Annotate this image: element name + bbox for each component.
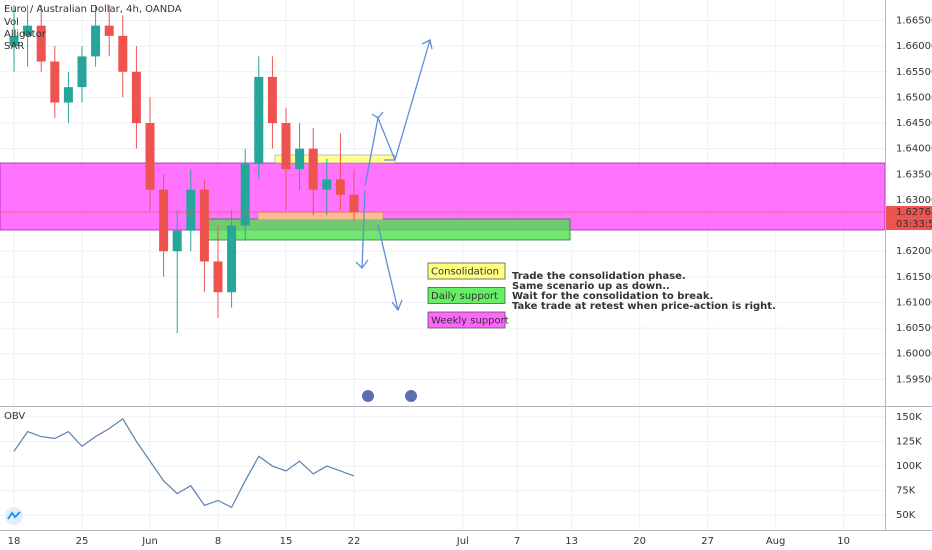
arrows (355, 39, 433, 312)
candle-body (227, 225, 237, 293)
logo (5, 390, 417, 525)
legend-label: Weekly support (431, 316, 509, 327)
candle-body (281, 123, 291, 170)
note: Trade the consolidation phase. (512, 271, 686, 282)
event-icon[interactable] (405, 390, 417, 402)
x-tick-label: 18 (8, 536, 21, 547)
arrow-head (421, 39, 433, 50)
candle-body (63, 87, 73, 103)
chart-title: Euro / Australian Dollar, 4h, OANDA (4, 4, 182, 15)
note: Take trade at retest when price-action i… (512, 301, 776, 312)
candle-body (267, 76, 277, 124)
countdown-box (886, 218, 932, 231)
x-tick-label: 15 (280, 536, 293, 547)
y-tick-label: 1.59500 (896, 374, 932, 385)
candle-body (322, 179, 332, 190)
y-tick-label: 100K (896, 461, 922, 472)
candle-body (308, 148, 318, 190)
candle-body (23, 25, 33, 36)
y-tick-label: 1.63000 (896, 195, 932, 206)
y-tick-label: 50K (896, 510, 916, 521)
candle-body (50, 61, 60, 103)
x-tick-label: 7 (514, 536, 520, 547)
consolidation-top (274, 154, 396, 164)
arrow (384, 39, 431, 161)
x-tick-label: 10 (837, 536, 850, 547)
y-tick-label: 1.63500 (896, 169, 932, 180)
y-tick-label: 1.65500 (896, 67, 932, 78)
candle-body (104, 25, 114, 36)
candle-body (145, 123, 155, 190)
candle-body (131, 71, 141, 124)
countdown-label: 03:33:50 (896, 219, 932, 230)
y-tick-label: 1.66000 (896, 41, 932, 52)
x-tick-label: 20 (633, 536, 646, 547)
x-tick-label: 27 (701, 536, 714, 547)
daily-support-zone (202, 218, 571, 241)
y-tick-label: 1.65000 (896, 92, 932, 103)
candle-body (36, 25, 46, 62)
y-tick-label: 1.60500 (896, 323, 932, 334)
y-tick-label: 1.61500 (896, 272, 932, 283)
candle-body (9, 35, 19, 47)
x-tick-label: 25 (76, 536, 89, 547)
x-tick-label: Jun (141, 536, 158, 547)
indicator-label: Vol (4, 17, 19, 28)
candle-body (186, 189, 196, 231)
event-icon[interactable] (362, 390, 374, 402)
note: Wait for the consolidation to break. (512, 291, 713, 302)
x-tick-label: Jul (456, 536, 469, 547)
candle-body (254, 76, 264, 165)
arrow (377, 224, 399, 311)
y-tick-label: 1.64500 (896, 118, 932, 129)
obv-title: OBV (4, 411, 25, 422)
obv-line (13, 417, 355, 509)
y-tick-label: 75K (896, 486, 916, 497)
legend-label: Consolidation (431, 267, 499, 278)
arrow (361, 189, 366, 269)
last-price-box (886, 206, 932, 219)
candle-body (199, 189, 209, 262)
x-tick-label: Aug (766, 536, 786, 547)
arrow-head (371, 111, 384, 119)
candle-body (91, 25, 101, 57)
candle-body (335, 179, 345, 195)
candle-body (349, 194, 359, 213)
x-tick-label: 22 (348, 536, 361, 547)
y-tick-label: 1.66500 (896, 16, 932, 27)
last-price-label: 1.62764 (896, 207, 932, 218)
arrow-head (355, 259, 369, 269)
legend-box (427, 287, 506, 304)
candle-body (159, 189, 169, 252)
legend-label: Daily support (431, 291, 498, 302)
legend-box (427, 262, 506, 280)
candle-body (172, 230, 182, 252)
y-tick-label: 125K (896, 436, 922, 447)
candle-body (295, 148, 305, 170)
y-tick-label: 1.64000 (896, 144, 932, 155)
y-tick-label: 1.61000 (896, 297, 932, 308)
indicator-label: SAR (4, 41, 24, 52)
indicator-label: Alligator (4, 29, 47, 40)
candle-body (118, 35, 128, 72)
x-tick-label: 8 (215, 536, 221, 547)
x-tick-label: 13 (565, 536, 578, 547)
note: Same scenario up as down.. (512, 281, 670, 292)
y-tick-label: 1.62000 (896, 246, 932, 257)
arrow-head (391, 299, 403, 312)
y-tick-label: 1.60000 (896, 349, 932, 360)
legend-box (427, 311, 506, 329)
candle-body (240, 164, 250, 226)
candle-body (77, 56, 87, 88)
candle-body (213, 261, 223, 293)
y-tick-label: 150K (896, 412, 922, 423)
